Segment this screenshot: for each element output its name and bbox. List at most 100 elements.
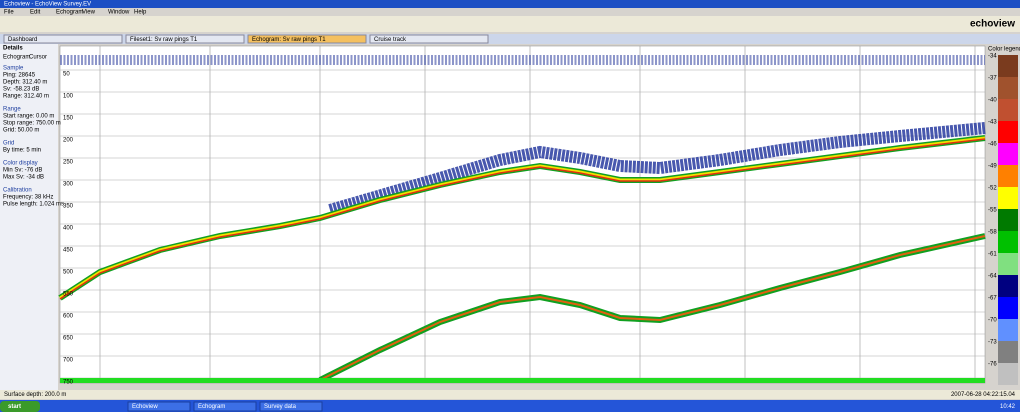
depth-label: 100 <box>63 94 74 100</box>
detail-line: Range: 312.40 m <box>3 94 49 100</box>
legend-title: Color legend <box>988 47 1020 53</box>
depth-label: 50 <box>63 72 70 78</box>
depth-label: 300 <box>63 182 74 188</box>
depth-label: 500 <box>63 270 74 276</box>
taskbar-label[interactable]: Survey data <box>264 404 297 410</box>
clock: 10:42 <box>1000 404 1016 410</box>
section-heading: Calibration <box>3 188 32 194</box>
legend-label: -58 <box>988 230 997 236</box>
depth-label: 350 <box>63 204 74 210</box>
taskbar-button[interactable] <box>127 401 191 412</box>
menu-item[interactable]: Edit <box>30 10 41 16</box>
start-button[interactable] <box>0 401 40 412</box>
depth-label: 200 <box>63 138 74 144</box>
legend-label: -73 <box>988 340 997 346</box>
detail-line: Stop range: 750.00 m <box>3 121 61 127</box>
tab-label[interactable]: Dashboard <box>8 37 37 43</box>
menu-item[interactable]: Help <box>134 10 147 16</box>
detail-line: Frequency: 38 kHz <box>3 195 53 201</box>
legend-swatch <box>998 253 1018 275</box>
legend-swatch <box>998 99 1018 121</box>
detail-line: Pulse length: 1.024 ms <box>3 202 64 208</box>
legend-swatch <box>998 55 1018 77</box>
start-label[interactable]: start <box>8 404 21 410</box>
legend-swatch <box>998 187 1018 209</box>
legend-label: -49 <box>988 164 997 170</box>
detail-line: Depth: 312.40 m <box>3 80 47 86</box>
taskbar-label[interactable]: Echoview <box>132 404 158 410</box>
legend-swatch <box>998 231 1018 253</box>
detail-line: Grid: 50.00 m <box>3 128 39 134</box>
legend-swatch <box>998 341 1018 363</box>
legend-label: -43 <box>988 120 997 126</box>
depth-label: 750 <box>63 380 74 386</box>
tab-label[interactable]: Echogram: Sv raw pings T1 <box>252 37 326 43</box>
second-echo-core <box>319 235 986 381</box>
fish-layer <box>328 122 986 216</box>
tab[interactable] <box>247 34 367 44</box>
section-heading: Color display <box>3 161 38 167</box>
detail-line: Max Sv: -34 dB <box>3 175 44 181</box>
panel-tab[interactable]: Echogram <box>3 55 30 61</box>
menu-item[interactable]: File <box>4 10 14 16</box>
legend-swatch <box>998 363 1018 385</box>
legend-label: -76 <box>988 362 997 368</box>
detail-line: Min Sv: -76 dB <box>3 168 42 174</box>
seabed-echo-peak <box>59 138 986 300</box>
depth-label: 150 <box>63 116 74 122</box>
legend-swatch <box>998 275 1018 297</box>
legend-label: -61 <box>988 252 997 258</box>
menu-item[interactable]: Echogram <box>56 10 83 16</box>
panel-tab[interactable]: Cursor <box>29 55 47 61</box>
depth-label: 400 <box>63 226 74 232</box>
echogram <box>59 45 986 384</box>
depth-label: 450 <box>63 248 74 254</box>
seabed-echo-core <box>59 136 986 300</box>
taskbar-button[interactable] <box>193 401 257 412</box>
taskbar-button[interactable] <box>259 401 323 412</box>
tab[interactable] <box>3 34 123 44</box>
menu-item[interactable]: View <box>82 10 96 16</box>
legend-label: -40 <box>988 98 997 104</box>
tab-strip <box>0 34 1020 44</box>
legend-swatch <box>998 165 1018 187</box>
tab-label[interactable]: Cruise track <box>374 37 407 43</box>
tab[interactable] <box>369 34 489 44</box>
legend-label: -46 <box>988 142 997 148</box>
section-heading: Sample <box>3 66 24 72</box>
legend-swatch <box>998 319 1018 341</box>
depth-label: 650 <box>63 336 74 342</box>
detail-line: By time: 5 min <box>3 148 41 154</box>
detail-line: Ping: 28645 <box>3 73 36 79</box>
legend-label: -67 <box>988 296 997 302</box>
legend-swatch <box>998 297 1018 319</box>
status-left: Surface depth: 200.0 m <box>4 392 66 398</box>
depth-label: 600 <box>63 314 74 320</box>
legend-label: -37 <box>988 76 997 82</box>
toolbar <box>0 16 1020 32</box>
legend-swatch <box>998 209 1018 231</box>
status-right: 2007-06-28 04:22:15.04 <box>951 392 1016 398</box>
legend-label: -64 <box>988 274 997 280</box>
legend-label: -34 <box>988 54 997 60</box>
window-title: Echoview - EchoView Survey.EV <box>4 2 91 8</box>
taskbar-label[interactable]: Echogram <box>198 404 225 410</box>
menu-item[interactable]: Window <box>108 10 130 16</box>
legend-label: -55 <box>988 208 997 214</box>
status-bar <box>0 390 1020 399</box>
depth-label: 250 <box>63 160 74 166</box>
tab[interactable] <box>125 34 245 44</box>
section-heading: Grid <box>3 141 14 147</box>
bottom-line <box>60 378 985 383</box>
tab-label[interactable]: Fileset1: Sv raw pings T1 <box>130 37 198 43</box>
title-bar <box>0 0 1020 8</box>
legend-label: -52 <box>988 186 997 192</box>
detail-line: Sv: -58.23 dB <box>3 87 39 93</box>
section-heading: Range <box>3 107 21 113</box>
logo: echoview <box>970 19 1015 30</box>
depth-label: 700 <box>63 358 74 364</box>
detail-line: Start range: 0.00 m <box>3 114 54 120</box>
depth-label: 550 <box>63 292 74 298</box>
